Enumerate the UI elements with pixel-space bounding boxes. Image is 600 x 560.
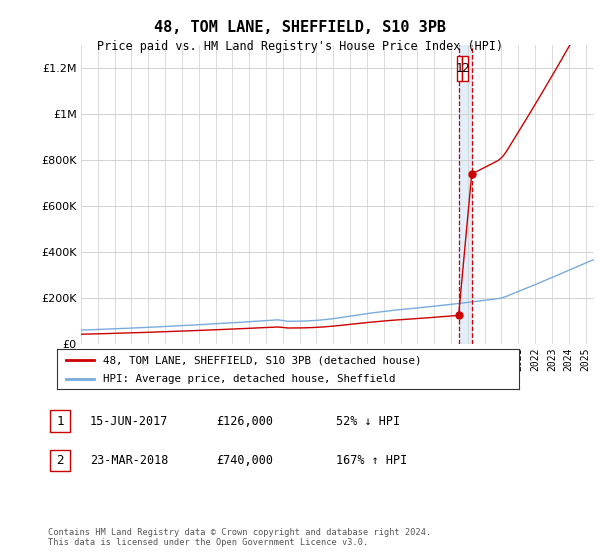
Text: Price paid vs. HM Land Registry's House Price Index (HPI): Price paid vs. HM Land Registry's House … (97, 40, 503, 53)
Text: £126,000: £126,000 (216, 414, 273, 428)
Text: 48, TOM LANE, SHEFFIELD, S10 3PB: 48, TOM LANE, SHEFFIELD, S10 3PB (154, 20, 446, 35)
Text: 167% ↑ HPI: 167% ↑ HPI (336, 454, 407, 467)
Text: Contains HM Land Registry data © Crown copyright and database right 2024.
This d: Contains HM Land Registry data © Crown c… (48, 528, 431, 547)
Text: HPI: Average price, detached house, Sheffield: HPI: Average price, detached house, Shef… (103, 374, 396, 384)
Bar (50, 450, 70, 471)
Text: £740,000: £740,000 (216, 454, 273, 467)
Bar (463, 57, 467, 81)
Text: 52% ↓ HPI: 52% ↓ HPI (336, 414, 400, 428)
Bar (457, 57, 463, 81)
Text: 48, TOM LANE, SHEFFIELD, S10 3PB (detached house): 48, TOM LANE, SHEFFIELD, S10 3PB (detach… (103, 355, 422, 365)
Text: 1: 1 (56, 414, 64, 428)
Text: 2: 2 (461, 62, 469, 75)
Bar (50, 410, 70, 432)
Text: 2: 2 (56, 454, 64, 467)
Text: 15-JUN-2017: 15-JUN-2017 (90, 414, 169, 428)
Text: 23-MAR-2018: 23-MAR-2018 (90, 454, 169, 467)
Text: 1: 1 (456, 62, 464, 75)
Bar (458, 45, 472, 344)
